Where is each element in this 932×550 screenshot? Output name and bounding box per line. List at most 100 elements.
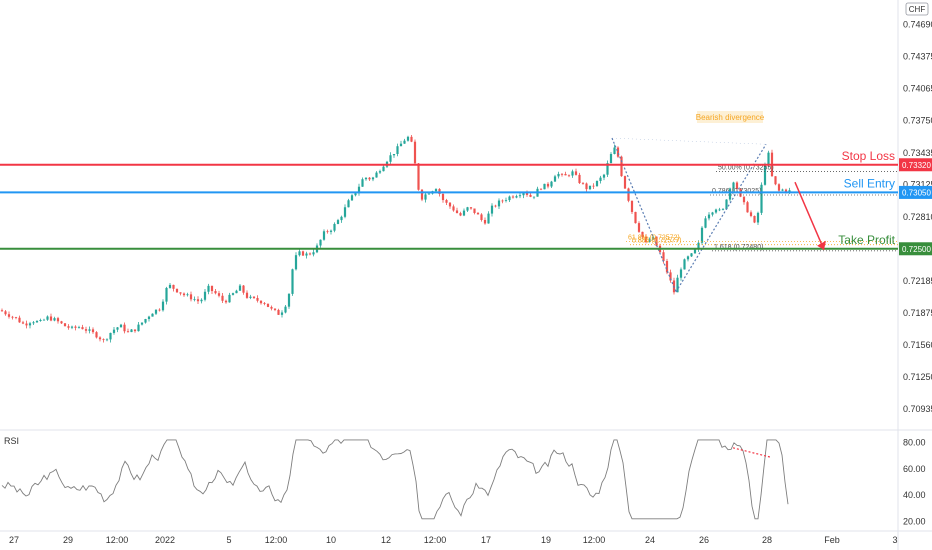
candle-body <box>151 313 154 317</box>
candle-body <box>550 181 553 187</box>
candle-body <box>119 324 123 328</box>
candle-body <box>504 200 508 201</box>
candle-body <box>725 199 728 210</box>
candle-body <box>95 332 98 338</box>
candle-body <box>732 182 735 189</box>
candle-body <box>413 141 417 164</box>
candle-body <box>312 252 315 255</box>
price-tick-label: 0.73125 <box>903 180 932 190</box>
time-axis[interactable]: 27 29 12:00 2022 5 12:00 10 12 12:00 17 19 12:00 24 2… <box>9 535 898 545</box>
candle-body <box>721 209 725 210</box>
candle-body <box>319 239 322 246</box>
time-tick-label: 12:00 <box>265 535 288 545</box>
candle-body <box>494 205 497 207</box>
candle-body <box>511 196 515 198</box>
candle-body <box>28 323 32 326</box>
candle-body <box>168 284 172 288</box>
candle-body <box>641 231 644 238</box>
candle-body <box>53 318 56 321</box>
candle-body <box>291 269 294 294</box>
price-tick-label: 0.71875 <box>903 308 932 318</box>
candle-body <box>567 175 571 177</box>
time-tick-label: 12:00 <box>424 535 447 545</box>
candle-body <box>529 194 532 197</box>
time-tick-label: 12:00 <box>106 535 129 545</box>
stop-loss-price-tag: 0.73320 <box>902 161 931 170</box>
candle-body <box>46 316 49 320</box>
candle-body <box>487 213 490 224</box>
stop-loss-label: Stop Loss <box>842 149 895 163</box>
pattern-leg <box>675 143 767 293</box>
candle-body <box>347 200 350 208</box>
candle-body <box>707 214 711 219</box>
candle-body <box>630 200 634 212</box>
candle-body <box>588 185 592 190</box>
projection-arrow-head <box>817 240 826 250</box>
candle-body <box>644 237 648 243</box>
fib-label: 61.8% (0.72572) <box>628 234 680 241</box>
candle-body <box>686 256 690 260</box>
candle-body <box>224 300 228 303</box>
pattern-baseline <box>611 137 767 145</box>
candle-body <box>270 306 273 309</box>
candle-body <box>280 312 284 315</box>
fib-label: 0.886 (0.72577) <box>632 238 681 245</box>
candle-body <box>711 212 714 215</box>
candle-body <box>81 327 84 330</box>
candle-body <box>609 153 613 164</box>
candle-body <box>354 193 357 196</box>
time-tick-label: Feb <box>824 535 840 545</box>
candle-body <box>368 177 371 180</box>
candle-body <box>147 316 151 320</box>
candle-body <box>441 193 445 201</box>
candle-body <box>308 253 312 255</box>
candle-body <box>483 219 487 224</box>
candle-body <box>683 259 686 270</box>
candle-body <box>294 255 298 270</box>
candle-body <box>434 189 438 192</box>
candle-body <box>697 242 700 250</box>
bearish-divergence-bg <box>697 111 763 123</box>
candle-body <box>35 320 39 323</box>
candle-body <box>305 253 308 256</box>
currency-badge[interactable] <box>905 2 929 16</box>
candle-body <box>245 292 249 298</box>
candle-body <box>389 155 392 162</box>
rsi-line <box>1 439 789 520</box>
candle-body <box>448 202 452 207</box>
time-tick-label: 29 <box>63 535 73 545</box>
time-tick-label: 2022 <box>155 535 175 545</box>
candle-body <box>179 292 182 294</box>
candle-body <box>231 293 235 295</box>
candle-body <box>515 196 518 198</box>
candle-body <box>634 211 637 224</box>
candle-body <box>375 172 378 178</box>
candle-body <box>452 206 455 211</box>
time-tick-label: 17 <box>481 535 491 545</box>
candle-body <box>424 194 427 200</box>
projection-arrow-line <box>794 181 825 251</box>
candle-body <box>718 209 721 211</box>
rsi-pane: RSI 80.00 60.00 40.00 20.00 <box>1 436 926 526</box>
candle-body <box>553 176 557 182</box>
candle-body <box>756 212 760 223</box>
candle-body <box>21 322 25 324</box>
candle-body <box>88 329 91 331</box>
price-tick-label: 0.74375 <box>903 52 932 62</box>
candle-body <box>581 183 585 184</box>
candle-body <box>592 185 595 187</box>
candle-body <box>497 200 501 207</box>
candle-body <box>560 173 564 175</box>
candle-body <box>56 318 60 322</box>
candle-body <box>165 287 168 302</box>
candle-body <box>228 294 231 303</box>
candle-body <box>154 309 158 314</box>
candle-body <box>301 251 305 256</box>
candle-body <box>91 329 95 333</box>
